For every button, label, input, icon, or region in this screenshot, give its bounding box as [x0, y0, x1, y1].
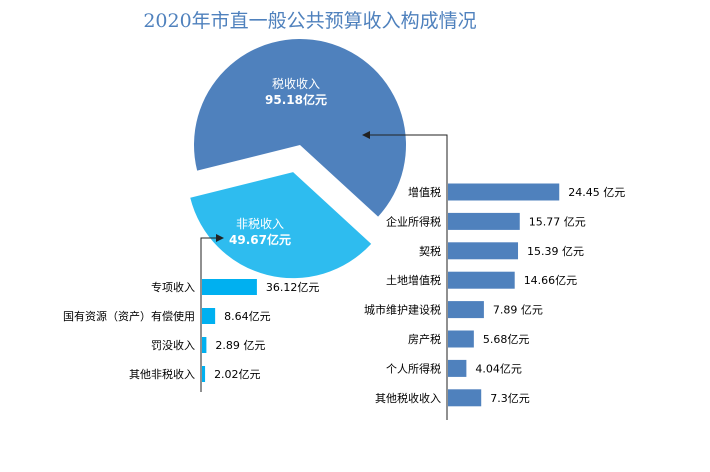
pie-slice [190, 172, 372, 279]
bar [448, 183, 560, 201]
pie-slice [194, 39, 406, 217]
category-label: 土地增值税 [386, 273, 441, 287]
chart-title: 2020年市直一般公共预算收入构成情况 [143, 10, 477, 32]
data-label: 7.3亿元 [490, 392, 529, 405]
category-label: 企业所得税 [386, 214, 441, 228]
category-label: 国有资源（资产）有偿使用 [63, 309, 195, 323]
bar [448, 212, 520, 230]
category-label: 专项收入 [151, 280, 195, 294]
connector-line [200, 237, 220, 392]
bar [448, 389, 482, 407]
data-label: 2.89 亿元 [215, 339, 265, 352]
data-label: 14.66亿元 [524, 274, 578, 287]
bar [202, 366, 206, 382]
bar [202, 279, 257, 295]
category-label: 增值税 [408, 185, 441, 199]
connector-line [366, 134, 448, 420]
bar [202, 308, 216, 324]
data-label: 36.12亿元 [266, 281, 320, 294]
category-label: 其他非税收入 [129, 367, 195, 381]
slice-value-label: 49.67亿元 [229, 232, 291, 247]
data-label: 8.64亿元 [224, 310, 271, 323]
data-label: 4.04亿元 [475, 362, 521, 375]
slice-label: 非税收入 [236, 217, 284, 231]
bar [202, 337, 207, 353]
category-label: 个人所得税 [386, 361, 441, 375]
bar [448, 359, 467, 377]
category-label: 房产税 [408, 332, 441, 346]
data-label: 15.77 亿元 [529, 215, 586, 228]
bar [448, 330, 474, 348]
data-label: 5.68亿元 [483, 333, 530, 346]
slice-value-label: 95.18亿元 [265, 92, 327, 107]
category-label: 罚没收入 [151, 338, 195, 352]
category-label: 城市维护建设税 [364, 303, 441, 317]
arrow-head [216, 234, 224, 242]
slice-label: 税收收入 [272, 77, 320, 91]
data-label: 24.45 亿元 [568, 186, 625, 199]
arrow-head [362, 131, 370, 139]
data-label: 2.02亿元 [214, 368, 261, 381]
bar [448, 242, 519, 260]
bar [448, 271, 515, 289]
category-label: 契税 [419, 244, 441, 258]
category-label: 其他税收收入 [375, 391, 441, 405]
data-label: 15.39 亿元 [527, 245, 584, 258]
data-label: 7.89 亿元 [493, 304, 543, 317]
bar [448, 301, 484, 319]
